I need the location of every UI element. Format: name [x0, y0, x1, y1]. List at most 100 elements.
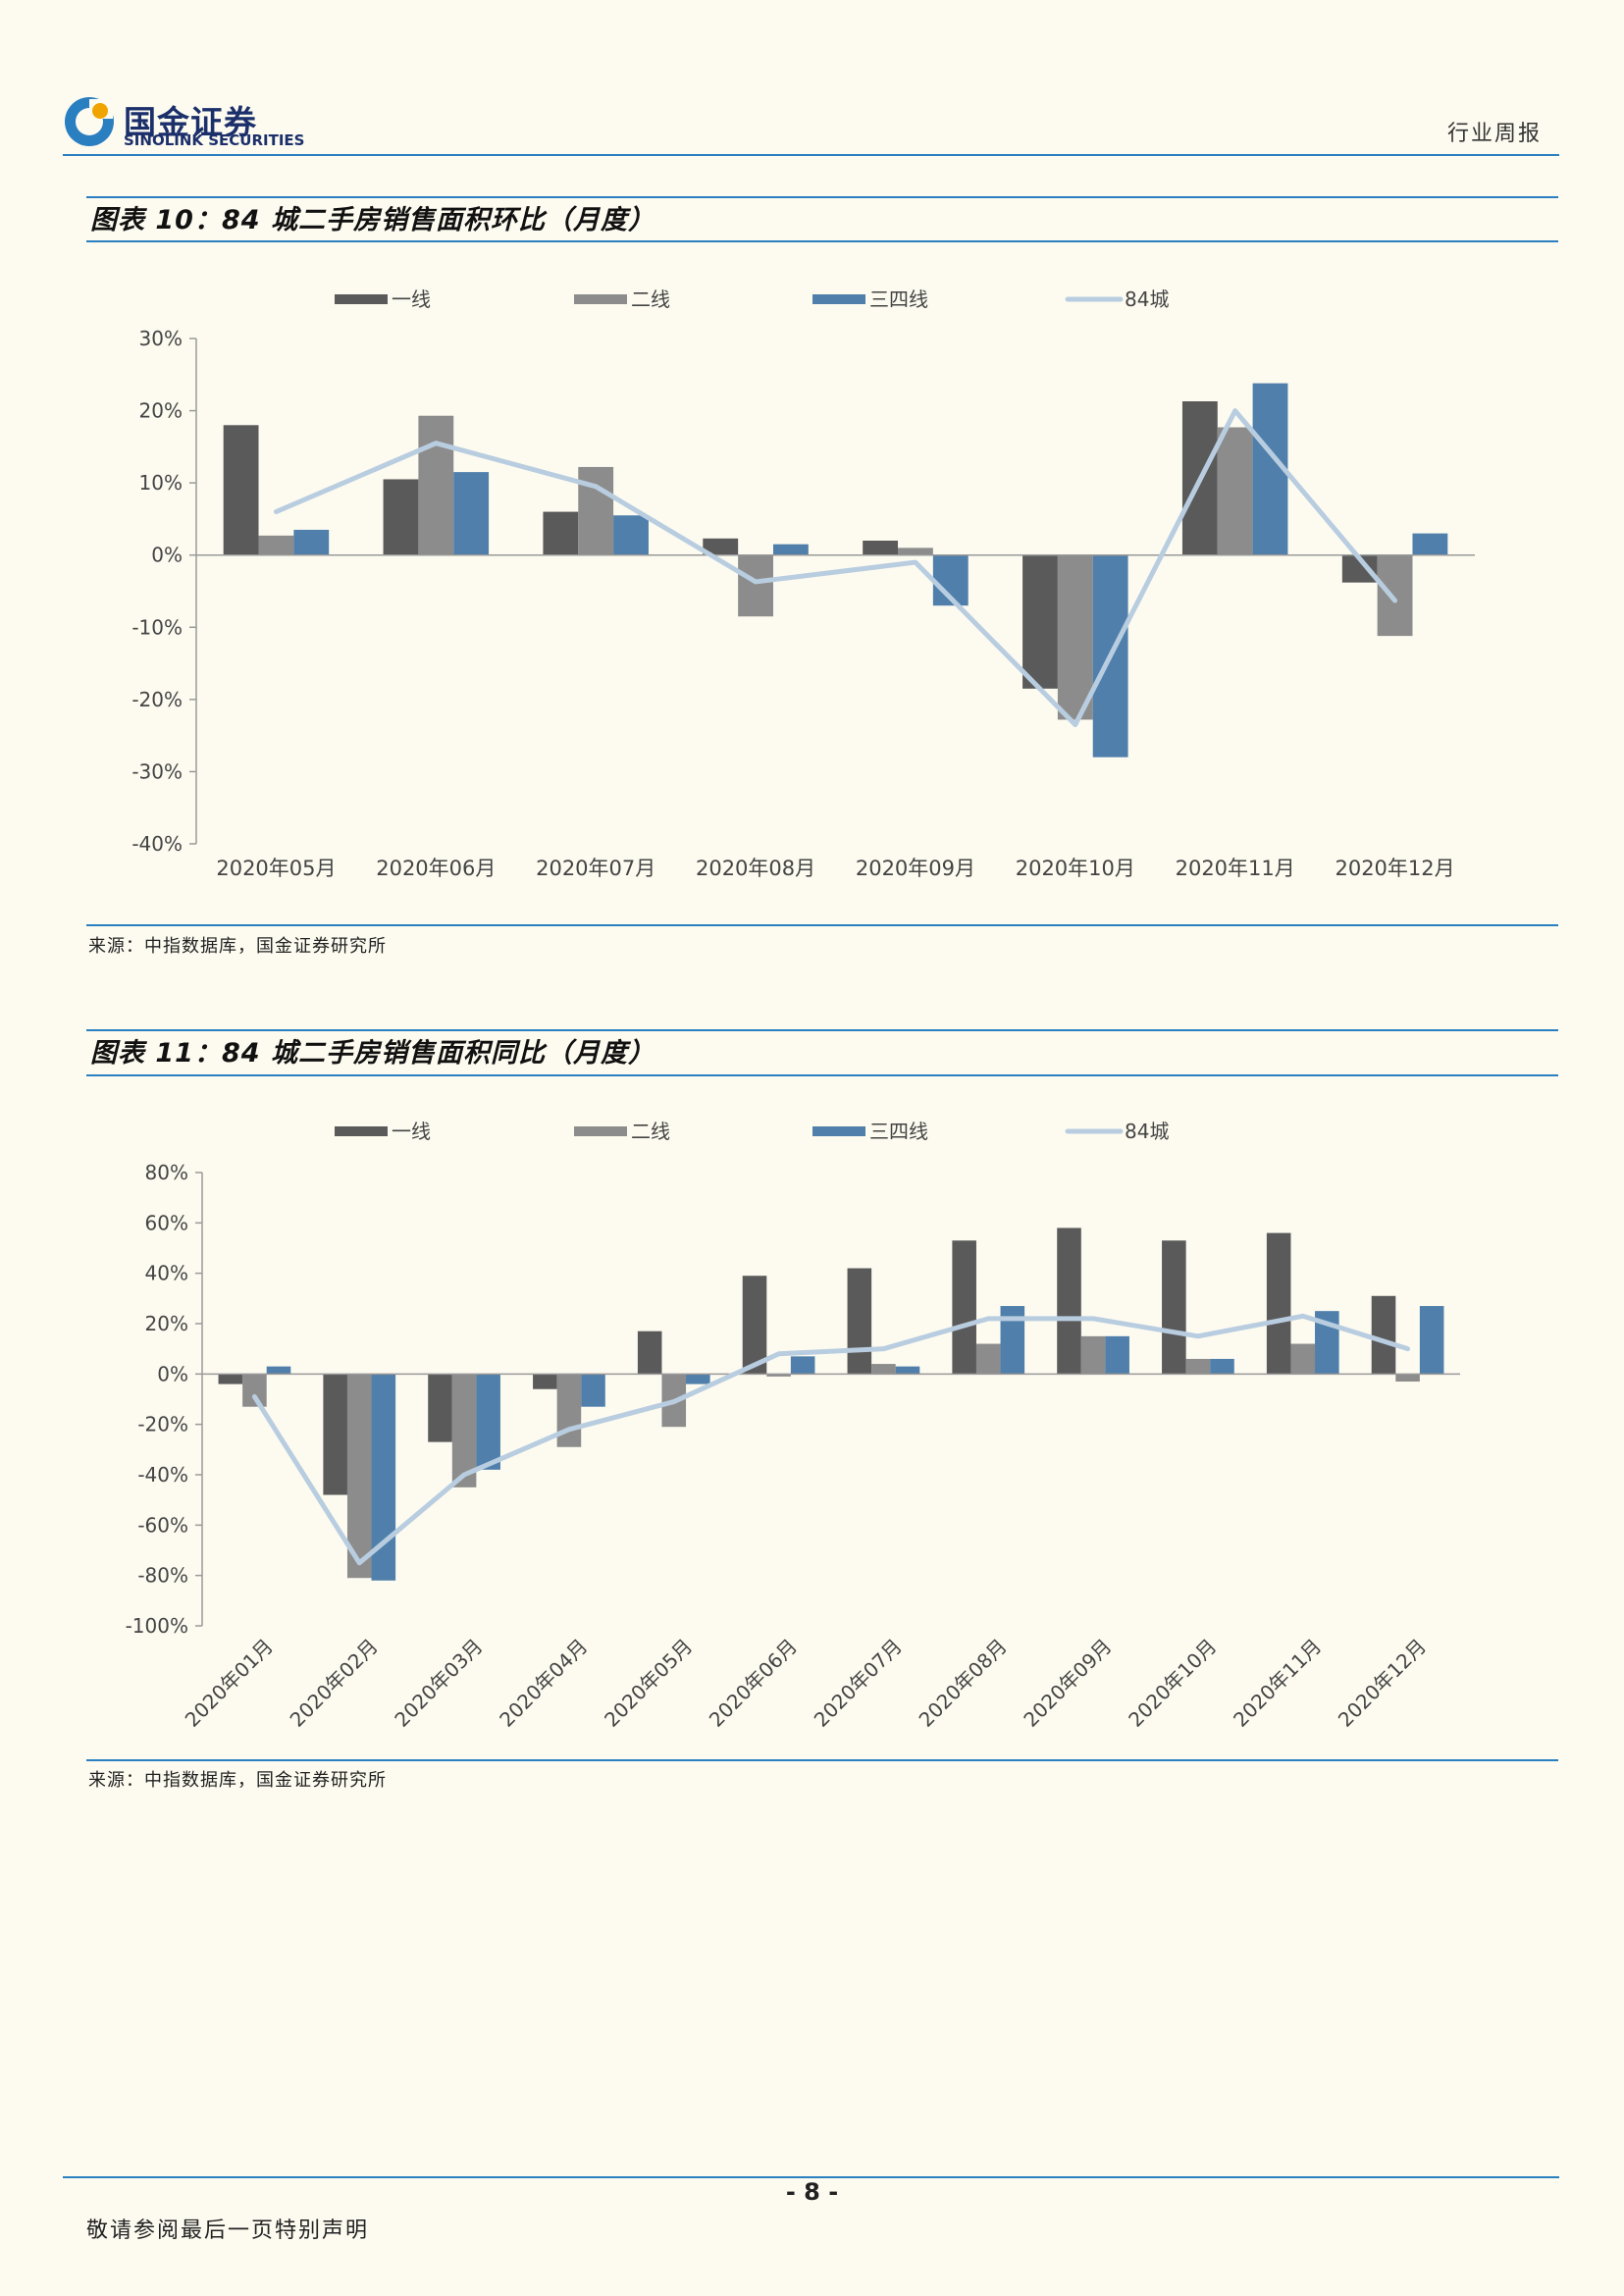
bar-二线-1 — [346, 1374, 372, 1579]
legend-label-0: 一线 — [392, 1120, 431, 1143]
bar-二线-7 — [1377, 554, 1413, 637]
bar-二线-0 — [242, 1374, 267, 1407]
x-tick-label: 2020年10月 — [1124, 1635, 1221, 1732]
y-tick-label: 80% — [145, 1161, 188, 1184]
bar-一线-1 — [383, 479, 419, 555]
figure-11-title: 图表 11：84 城二手房销售面积同比（月度） — [90, 1038, 655, 1069]
bar-一线-9 — [1162, 1240, 1186, 1375]
figure-10-source: 来源：中指数据库，国金证券研究所 — [88, 936, 387, 957]
y-tick-label: -100% — [126, 1614, 188, 1638]
bar-二线-6 — [871, 1364, 896, 1375]
bar-二线-5 — [1057, 554, 1093, 720]
bar-三四线-7 — [1412, 533, 1448, 555]
x-tick-label: 2020年08月 — [915, 1635, 1012, 1732]
bar-一线-1 — [323, 1374, 347, 1495]
x-tick-label: 2020年01月 — [181, 1635, 278, 1732]
bar-一线-8 — [1057, 1227, 1081, 1375]
logo-icon — [65, 97, 114, 146]
x-tick-label: 2020年07月 — [810, 1635, 907, 1732]
bar-三四线-0 — [293, 529, 330, 555]
y-tick-label: -30% — [131, 759, 183, 783]
bar-二线-3 — [738, 554, 773, 617]
legend-label-0: 一线 — [392, 287, 431, 311]
bar-三四线-1 — [453, 472, 490, 555]
x-tick-label: 2020年09月 — [856, 857, 975, 880]
figure-10-title-rule — [86, 240, 1558, 242]
bar-二线-9 — [1185, 1358, 1211, 1375]
bar-二线-2 — [578, 466, 614, 555]
x-tick-label: 2020年09月 — [1019, 1635, 1116, 1732]
x-tick-label: 2020年10月 — [1016, 857, 1135, 880]
legend-swatch-0 — [335, 294, 388, 304]
bar-一线-5 — [1022, 554, 1058, 689]
y-tick-label: -40% — [137, 1463, 188, 1487]
bar-一线-2 — [428, 1374, 452, 1442]
bar-三四线-8 — [1105, 1335, 1129, 1375]
legend-swatch-0 — [335, 1126, 388, 1136]
y-tick-label: 20% — [139, 399, 183, 423]
legend-swatch-2 — [812, 294, 865, 304]
bar-二线-8 — [1080, 1335, 1106, 1375]
bar-一线-0 — [223, 425, 259, 555]
figure-10-top-rule — [86, 196, 1558, 198]
figure-11-top-rule — [86, 1029, 1558, 1031]
y-tick-label: 0% — [157, 1362, 188, 1385]
y-tick-label: -60% — [137, 1513, 188, 1537]
bar-二线-4 — [898, 548, 933, 555]
bar-三四线-4 — [686, 1374, 710, 1384]
legend-label-1: 二线 — [631, 1120, 670, 1143]
figure-11-bottom-rule — [86, 1759, 1558, 1761]
bar-一线-2 — [543, 511, 579, 555]
header-divider — [63, 154, 1559, 156]
bar-二线-7 — [975, 1343, 1001, 1375]
y-tick-label: -20% — [137, 1413, 188, 1436]
report-type: 行业周报 — [1446, 122, 1542, 146]
legend-label-2: 三四线 — [869, 1120, 928, 1143]
x-tick-label: 2020年06月 — [705, 1635, 802, 1732]
legend-label-3: 84城 — [1125, 287, 1169, 311]
line-84-city — [251, 1313, 1411, 1566]
bar-一线-7 — [952, 1240, 976, 1375]
x-tick-label: 2020年12月 — [1335, 857, 1454, 880]
figure-11-source: 来源：中指数据库，国金证券研究所 — [88, 1770, 387, 1791]
figure-11-title-rule — [86, 1074, 1558, 1076]
y-tick-label: -80% — [137, 1564, 188, 1588]
bar-二线-5 — [766, 1374, 791, 1377]
bar-一线-4 — [637, 1331, 662, 1375]
bar-三四线-6 — [895, 1366, 920, 1375]
bar-二线-1 — [418, 415, 454, 555]
chart-mom: 一线 二线 三四线 84城 30% 20% 10% 0% -10% -20% -30% -40% 202… — [131, 287, 1475, 880]
y-tick-label: 30% — [139, 327, 183, 350]
bar-一线-5 — [742, 1276, 767, 1375]
bar-一线-3 — [533, 1374, 557, 1389]
x-tick-label: 2020年11月 — [1229, 1635, 1326, 1732]
footer-disclaimer: 敬请参阅最后一页特别声明 — [86, 2218, 370, 2243]
bar-三四线-9 — [1210, 1358, 1234, 1375]
logo-text-cn: 国金证券 — [124, 103, 257, 141]
y-tick-label: -40% — [131, 832, 183, 856]
bar-三四线-2 — [476, 1374, 500, 1470]
bar-三四线-11 — [1419, 1306, 1444, 1375]
legend-swatch-2 — [812, 1126, 865, 1136]
x-tick-label: 2020年12月 — [1334, 1635, 1431, 1732]
bar-三四线-3 — [772, 544, 809, 555]
bar-三四线-1 — [371, 1374, 396, 1581]
bar-二线-0 — [258, 535, 294, 555]
x-tick-label: 2020年08月 — [696, 857, 815, 880]
line-84-city — [273, 408, 1398, 728]
x-tick-label: 2020年03月 — [390, 1635, 487, 1732]
legend-label-3: 84城 — [1125, 1120, 1169, 1143]
legend-swatch-1 — [574, 294, 627, 304]
bar-三四线-0 — [266, 1366, 291, 1375]
y-tick-label: 40% — [145, 1262, 188, 1285]
bar-一线-11 — [1371, 1295, 1396, 1375]
bar-三四线-3 — [581, 1374, 605, 1407]
bar-三四线-5 — [790, 1356, 815, 1375]
bar-一线-6 — [847, 1268, 872, 1375]
x-tick-label: 2020年11月 — [1176, 857, 1295, 880]
legend-label-1: 二线 — [631, 287, 670, 311]
bar-二线-6 — [1217, 427, 1253, 555]
y-tick-label: 20% — [145, 1312, 188, 1335]
bar-三四线-2 — [613, 515, 649, 555]
legend-swatch-1 — [574, 1126, 627, 1136]
